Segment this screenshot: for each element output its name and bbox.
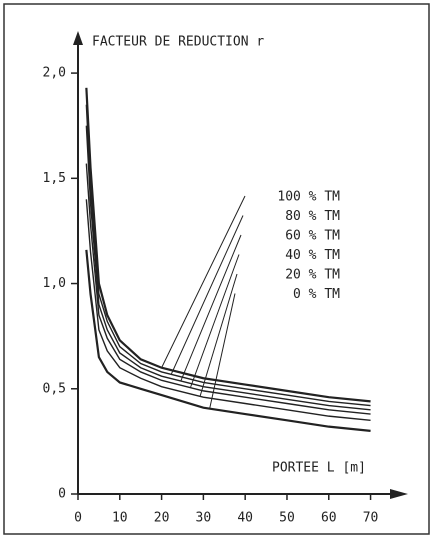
line-series [85,249,371,432]
legend-label: 60 % TM [285,229,340,244]
leader-line [161,195,246,368]
leader-line [180,234,242,382]
x-tick-label: 40 [237,511,253,526]
x-tick-label: 60 [321,511,337,526]
y-tick-label: 1,0 [43,276,66,291]
legend-label: 0 % TM [293,287,340,302]
legend-label: 20 % TM [285,268,340,283]
line-series [85,163,371,415]
line-series [85,87,371,403]
y-tick-label: 0,5 [43,381,66,396]
frame [3,3,430,535]
legend-label: 40 % TM [285,248,340,263]
legend-label: 80 % TM [285,209,340,224]
x-tick-label: 30 [196,511,212,526]
x-tick-label: 50 [279,511,295,526]
y-tick-label: 0 [58,487,66,502]
x-tick-label: 10 [112,511,128,526]
y-tick-label: 2,0 [43,66,66,81]
x-axis-arrow [390,489,408,499]
line-series [85,104,371,407]
x-tick-label: 20 [154,511,170,526]
leader-line [189,254,240,388]
chart-title: FACTEUR DE REDUCTION r [92,35,264,50]
line-series [85,199,371,422]
x-tick-label: 0 [74,511,82,526]
y-axis-arrow [73,31,83,45]
leader-line [199,273,238,397]
legend-label: 100 % TM [277,190,340,205]
line-series [85,125,371,411]
leader-line [170,215,244,375]
leader-line [209,293,236,409]
x-tick-label: 70 [363,511,379,526]
x-axis-label: PORTEE L [m] [272,461,366,476]
y-tick-label: 1,5 [43,171,66,186]
